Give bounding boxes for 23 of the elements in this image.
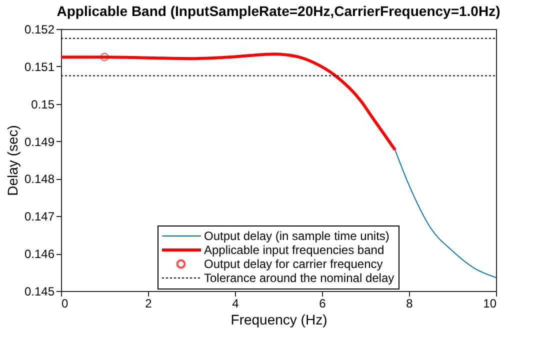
y-tick-label: 0.145 [24,284,55,298]
y-tick-label: 0.15 [31,97,55,112]
legend-label: Output delay for carrier frequency [204,257,383,271]
y-tick-label: 0.147 [24,210,55,224]
y-tick-label: 0.151 [24,60,55,74]
y-tick-label: 0.152 [24,22,55,36]
y-tick-label: 0.149 [24,134,55,149]
line-series [60,52,397,152]
x-tick-label: 4 [232,296,240,310]
y-tick-label: 0.146 [24,247,55,262]
x-tick-label: 2 [145,296,152,310]
legend-label: Output delay (in sample time units) [204,229,390,243]
chart-title: Applicable Band (InputSampleRate=20Hz,CarrierFrequency=1.0Hz) [56,3,500,19]
legend-label: Tolerance around the nominal delay [204,271,394,285]
x-tick-label: 8 [406,296,414,310]
x-axis-title: Frequency (Hz) [230,312,328,328]
y-tick-label: 0.148 [24,172,55,186]
x-tick-label: 10 [483,296,497,310]
line-series [394,149,496,278]
y-axis-title: Delay (sec) [4,125,20,196]
x-tick-label: 6 [319,296,326,310]
legend-label: Applicable input frequencies band [204,243,384,257]
x-tick-label: 0 [62,296,68,310]
